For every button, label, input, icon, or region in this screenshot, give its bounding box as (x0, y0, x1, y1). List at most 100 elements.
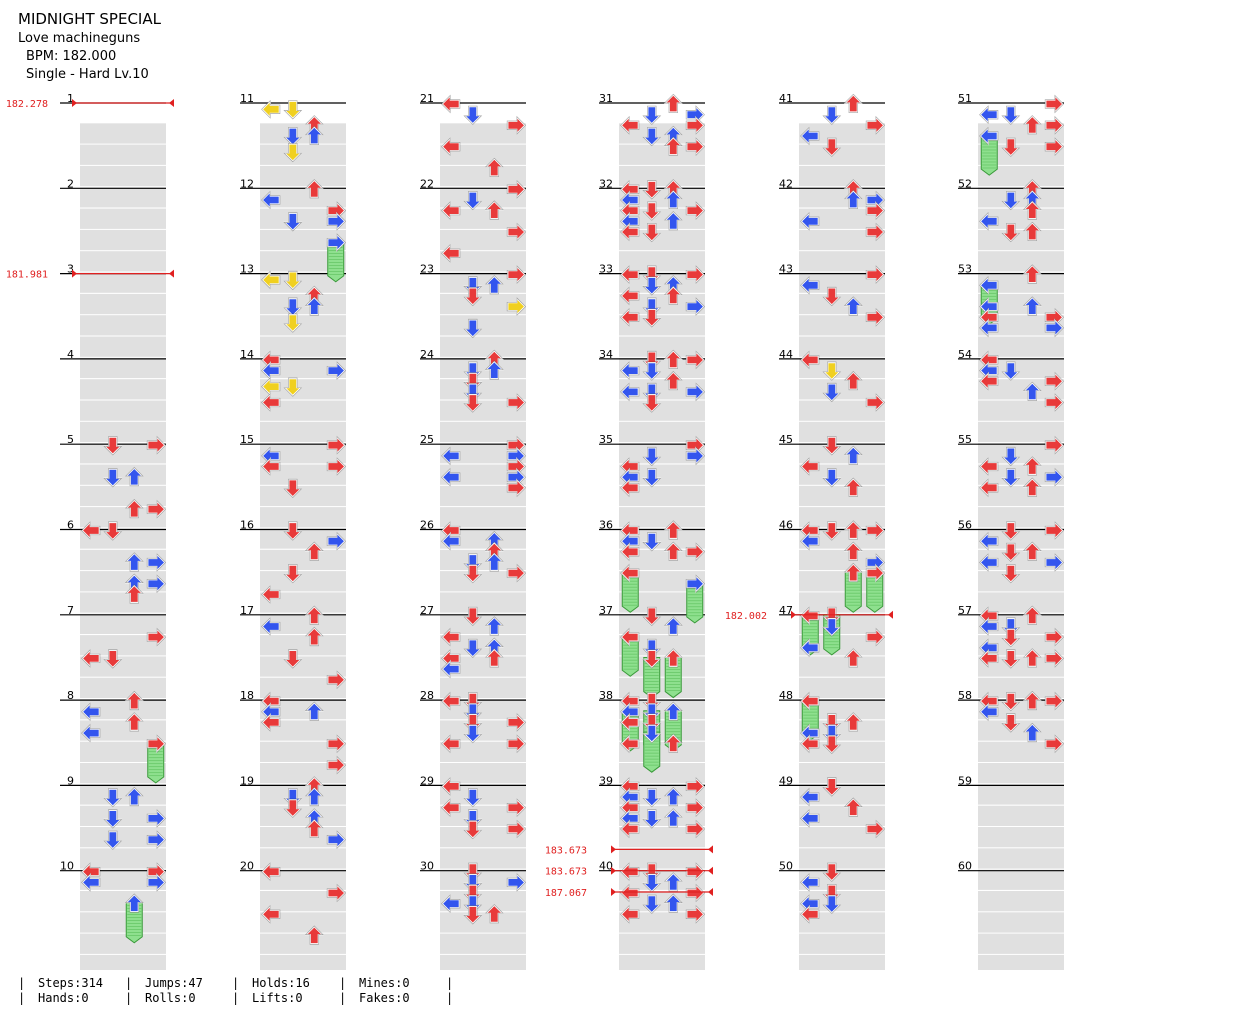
note-arrow (103, 788, 123, 807)
note-outline (326, 755, 346, 775)
beat-band (978, 571, 1064, 592)
hold-body (643, 656, 661, 699)
note-arrow (1022, 296, 1042, 316)
beat-band (978, 464, 1064, 485)
beat-band (799, 123, 885, 144)
note-arrow (822, 617, 842, 637)
note-arrow (1001, 447, 1021, 466)
measure-number: 27 (420, 604, 434, 617)
bpm-marker-right (708, 888, 713, 897)
note-outline (642, 393, 662, 413)
beat-band (799, 912, 885, 933)
note-outline (642, 361, 662, 381)
note-outline (979, 702, 999, 722)
note-arrow (642, 106, 662, 125)
measure-number: 51 (958, 92, 972, 105)
note-outline (146, 553, 166, 572)
note-arrow (507, 478, 526, 498)
note-arrow (327, 755, 346, 775)
stat-fakes: Fakes:0 (359, 991, 410, 1005)
note-outline (1022, 722, 1042, 743)
beat-band (440, 272, 526, 293)
beat-band (978, 741, 1064, 762)
beat-band (799, 144, 885, 165)
note-arrow (441, 243, 460, 263)
note-arrow (620, 819, 639, 839)
measure-number: 50 (779, 860, 793, 873)
beat-band (260, 357, 346, 379)
beat-band (619, 592, 705, 613)
beat-band (619, 805, 705, 826)
note-outline (620, 734, 640, 754)
note-arrow (979, 553, 998, 572)
beat-band (80, 720, 166, 741)
beat-band (440, 165, 526, 187)
note-outline (81, 648, 101, 668)
note-outline (124, 712, 144, 732)
note-arrow (800, 808, 819, 828)
note-outline (463, 318, 483, 339)
note-arrow (620, 361, 639, 381)
note-arrow (441, 691, 460, 711)
beat-band (440, 507, 526, 528)
note-outline (441, 446, 461, 466)
note-arrow (686, 382, 705, 402)
note-arrow (124, 499, 144, 518)
measure-number: 31 (599, 92, 613, 105)
note-arrow (866, 563, 885, 583)
note-arrow (327, 211, 346, 231)
measure-number: 26 (420, 519, 434, 532)
note-outline (1001, 628, 1021, 648)
stat-steps: Steps:314 (38, 976, 104, 990)
note-outline (822, 884, 842, 904)
note-arrow (147, 734, 166, 754)
note-arrow (642, 468, 662, 488)
note-outline (283, 297, 303, 317)
measure-number: 48 (779, 689, 793, 702)
note-outline (620, 563, 640, 583)
note-outline (283, 313, 303, 333)
note-arrow (686, 137, 705, 157)
stat-jumps: Jumps:47 (145, 976, 203, 990)
note-outline (1044, 467, 1064, 487)
note-outline (843, 712, 863, 732)
note-arrow (463, 788, 483, 807)
note-arrow (1001, 191, 1021, 210)
note-arrow (843, 563, 863, 582)
note-arrow (1045, 521, 1064, 540)
note-outline (1044, 94, 1064, 114)
note-outline (620, 542, 640, 562)
note-outline (642, 862, 662, 882)
note-outline (261, 457, 281, 476)
beat-band (799, 336, 885, 357)
note-outline (865, 393, 885, 412)
note-arrow (441, 137, 460, 157)
beat-band (978, 208, 1064, 229)
beat-band (619, 400, 705, 421)
note-arrow (800, 126, 819, 146)
note-outline (663, 189, 683, 209)
note-arrow (124, 691, 144, 710)
note-outline (463, 862, 483, 882)
note-outline (1022, 264, 1042, 284)
measure-number: 54 (958, 348, 972, 361)
beat-band (260, 763, 346, 784)
note-arrow (979, 105, 998, 125)
beat-band (619, 656, 705, 677)
beat-band (978, 933, 1064, 954)
note-arrow (620, 382, 639, 402)
measure-number: 16 (240, 519, 254, 532)
note-outline (642, 692, 662, 712)
note-outline (463, 884, 483, 904)
note-outline (283, 788, 303, 808)
note-outline (261, 585, 281, 604)
note-outline (620, 286, 640, 306)
note-outline (663, 541, 683, 561)
note-arrow (1022, 477, 1042, 497)
beat-band (978, 421, 1064, 443)
note-outline (1022, 296, 1042, 316)
beat-band (260, 400, 346, 421)
note-arrow (1045, 318, 1064, 338)
measure-number: 33 (599, 263, 613, 276)
beat-band (80, 464, 166, 485)
